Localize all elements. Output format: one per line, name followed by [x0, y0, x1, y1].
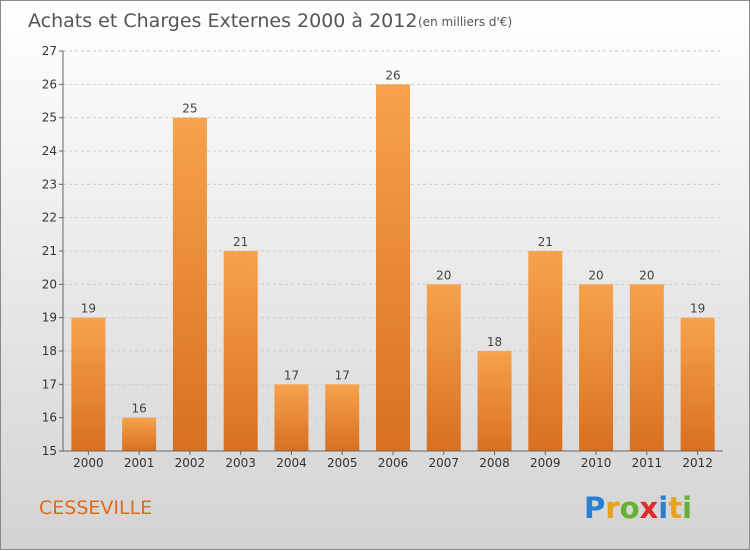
- x-tick-label-2002: 2002: [175, 456, 206, 470]
- bar-2008: [477, 351, 512, 451]
- bar-2012: [680, 317, 715, 451]
- bars: 19 16 25 21 17 17 26 20 18 21 20 20 19: [71, 68, 715, 452]
- bar-2001: [122, 417, 157, 451]
- x-tick-label-2007: 2007: [428, 456, 459, 470]
- y-tick-label: 27: [42, 44, 57, 58]
- x-tick-label-2011: 2011: [632, 456, 663, 470]
- location-name: CESSEVILLE: [39, 497, 152, 519]
- bar-2009: [528, 251, 563, 451]
- value-label-2002: 25: [182, 102, 197, 116]
- value-label-2003: 21: [233, 235, 248, 249]
- value-label-2008: 18: [487, 335, 502, 349]
- x-tick-label-2009: 2009: [530, 456, 561, 470]
- value-label-2007: 20: [436, 268, 451, 282]
- y-tick-label: 26: [42, 77, 57, 91]
- proxiti-logo: Proxiti: [584, 491, 692, 525]
- x-tick-label-2000: 2000: [73, 456, 104, 470]
- y-tick-label: 16: [42, 411, 57, 425]
- x-tick-label-2008: 2008: [479, 456, 510, 470]
- x-tick-label-2006: 2006: [378, 456, 409, 470]
- value-label-2005: 17: [335, 368, 350, 382]
- x-tick-label-2012: 2012: [682, 456, 713, 470]
- value-label-2011: 20: [639, 268, 654, 282]
- value-label-2006: 26: [385, 68, 400, 82]
- y-tick-label: 18: [42, 344, 57, 358]
- bar-2011: [629, 284, 664, 451]
- x-tick-label-2001: 2001: [124, 456, 155, 470]
- axes: 15 16 17 18 19 20 21 22 23 24 25 26 27 2000 2001 2002 20…: [42, 44, 723, 470]
- bar-2007: [426, 284, 461, 451]
- value-label-2010: 20: [588, 268, 603, 282]
- y-tick-label: 21: [42, 244, 57, 258]
- value-label-2001: 16: [132, 402, 147, 416]
- chart-subtitle: (en milliers d'€): [418, 15, 512, 29]
- bar-2005: [325, 384, 360, 451]
- bar-2006: [376, 84, 410, 451]
- bar-2004: [274, 384, 309, 451]
- value-label-2009: 21: [538, 235, 553, 249]
- y-tick-label: 17: [42, 377, 57, 391]
- y-tick-label: 24: [42, 144, 57, 158]
- y-tick-label: 25: [42, 111, 57, 125]
- value-label-2004: 17: [284, 368, 299, 382]
- y-tick-label: 19: [42, 311, 57, 325]
- bar-2000: [71, 317, 106, 451]
- y-tick-label: 20: [42, 277, 57, 291]
- value-label-2000: 19: [81, 302, 96, 316]
- y-tick-label: 15: [42, 444, 57, 458]
- chart-title: Achats et Charges Externes 2000 à 2012: [28, 10, 417, 32]
- x-tick-label-2004: 2004: [276, 456, 307, 470]
- y-tick-label: 22: [42, 211, 57, 225]
- bar-2010: [579, 284, 614, 451]
- y-tick-label: 23: [42, 177, 57, 191]
- bar-2002: [172, 117, 207, 452]
- x-tick-label-2010: 2010: [581, 456, 612, 470]
- x-tick-label-2003: 2003: [225, 456, 256, 470]
- bar-2003: [223, 251, 258, 451]
- x-tick-label-2005: 2005: [327, 456, 358, 470]
- value-label-2012: 19: [690, 302, 705, 316]
